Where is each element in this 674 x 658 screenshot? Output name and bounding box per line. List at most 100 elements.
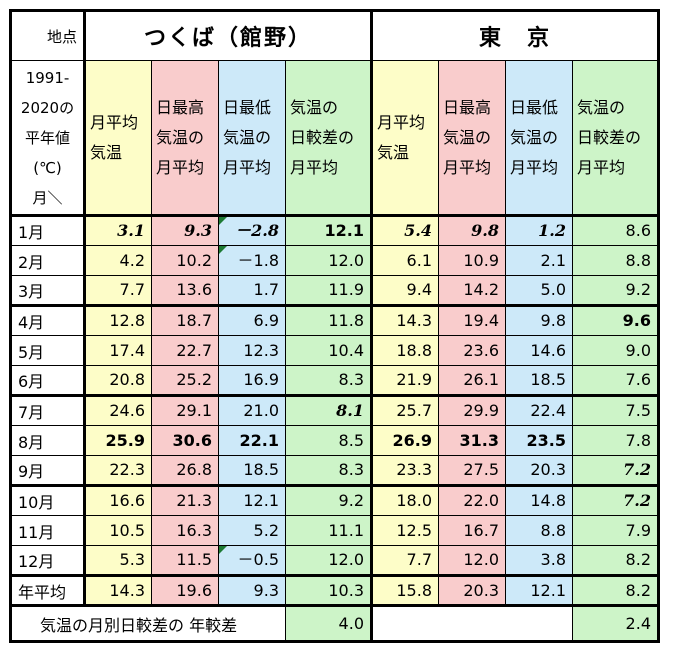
corner-line: 2020の xyxy=(20,98,75,117)
cell-tsukuba-min: 12.1 xyxy=(218,484,286,516)
month-row: 1月 3.1 9.3 －2.8 12.1 5.4 9.8 1.2 8.6 xyxy=(9,214,660,246)
col-header-line: 月平均 xyxy=(443,157,492,177)
cell-tsukuba-mean: 25.9 xyxy=(83,425,152,456)
month-row: 7月 24.6 29.1 21.0 8.1 25.7 29.9 22.4 7.5 xyxy=(9,394,660,426)
cell-tsukuba-range: 10.4 xyxy=(285,335,372,366)
col-header-line: 気温 xyxy=(90,142,123,162)
cell-tokyo-range: 8.2 xyxy=(572,574,660,606)
cell-tokyo-range: 7.6 xyxy=(572,365,660,396)
cell-tsukuba-max: 18.7 xyxy=(151,304,219,336)
col-header-max: 日最高 気温の 月平均 xyxy=(151,60,219,216)
col-header-line: 気温の xyxy=(510,127,559,147)
col-header-mean: 月平均 気温 xyxy=(370,60,439,216)
cell-tsukuba-max: 30.6 xyxy=(151,425,219,456)
footer-row: 気温の月別日較差の 年較差 4.0 2.4 xyxy=(9,604,660,643)
cell-tokyo-mean: 21.9 xyxy=(370,365,439,396)
month-label: 2月 xyxy=(9,245,85,276)
cell-tokyo-range: 9.2 xyxy=(572,275,660,306)
col-header-line: 月平均 xyxy=(577,157,626,177)
month-label: 5月 xyxy=(9,335,85,366)
month-label: 1月 xyxy=(9,214,85,246)
cell-tsukuba-mean: 4.2 xyxy=(83,245,152,276)
col-header-line: 日較差の xyxy=(577,127,642,147)
cell-tokyo-max: 31.3 xyxy=(438,425,506,456)
corner-line: 月＼ xyxy=(32,188,63,207)
cell-tsukuba-range: 11.1 xyxy=(285,515,372,546)
cell-tsukuba-max: 13.6 xyxy=(151,275,219,306)
cell-tokyo-range: 7.2 xyxy=(572,484,660,516)
cell-tsukuba-range: 8.1 xyxy=(285,394,372,426)
cell-tokyo-range: 9.0 xyxy=(572,335,660,366)
col-header-line: 気温の xyxy=(443,127,492,147)
cell-tsukuba-range: 9.2 xyxy=(285,484,372,516)
cell-tokyo-min: 23.5 xyxy=(505,425,573,456)
cell-tokyo-max: 14.2 xyxy=(438,275,506,306)
location-label: 地点 xyxy=(9,9,85,61)
month-row: 6月 20.8 25.2 16.9 8.3 21.9 26.1 18.5 7.6 xyxy=(9,365,660,396)
month-row: 9月 22.3 26.8 18.5 8.3 23.3 27.5 20.3 7.2 xyxy=(9,455,660,486)
cell-tsukuba-min: 5.2 xyxy=(218,515,286,546)
col-header-line: 気温 xyxy=(377,142,410,162)
cell-tokyo-min: 3.8 xyxy=(505,545,573,576)
col-header-line: 月平均 xyxy=(90,112,139,132)
col-header-line: 月平均 xyxy=(223,157,272,177)
cell-tsukuba-max: 9.3 xyxy=(151,214,219,246)
cell-tsukuba-mean: 24.6 xyxy=(83,394,152,426)
cell-tsukuba-min: 9.3 xyxy=(218,574,286,606)
cell-tsukuba-max: 26.8 xyxy=(151,455,219,486)
cell-tsukuba-min: 6.9 xyxy=(218,304,286,336)
cell-tsukuba-range: 12.0 xyxy=(285,545,372,576)
cell-tokyo-min: 18.5 xyxy=(505,365,573,396)
month-label: 9月 xyxy=(9,455,85,486)
cell-tsukuba-mean: 16.6 xyxy=(83,484,152,516)
cell-tsukuba-max: 11.5 xyxy=(151,545,219,576)
corner-line: 平年値 xyxy=(24,128,70,147)
cell-tokyo-max: 20.3 xyxy=(438,574,506,606)
month-row: 5月 17.4 22.7 12.3 10.4 18.8 23.6 14.6 9.0 xyxy=(9,335,660,366)
cell-tokyo-min: 5.0 xyxy=(505,275,573,306)
cell-tsukuba-range: 11.8 xyxy=(285,304,372,336)
cell-tsukuba-mean: 10.5 xyxy=(83,515,152,546)
col-header-line: 日較差の xyxy=(290,127,355,147)
corner-line: 1991- xyxy=(25,68,70,87)
cell-tokyo-max: 9.8 xyxy=(438,214,506,246)
month-row: 8月 25.9 30.6 22.1 8.5 26.9 31.3 23.5 7.8 xyxy=(9,425,660,456)
cell-tokyo-mean: 12.5 xyxy=(370,515,439,546)
cell-tokyo-max: 23.6 xyxy=(438,335,506,366)
cell-tsukuba-mean: 14.3 xyxy=(83,574,152,606)
station-name-tsukuba: つくば（館野） xyxy=(83,9,372,61)
cell-tsukuba-max: 22.7 xyxy=(151,335,219,366)
cell-tsukuba-min: －1.8 xyxy=(218,245,286,276)
month-label: 4月 xyxy=(9,304,85,336)
station-name-tokyo: 東 京 xyxy=(370,9,660,61)
col-header-line: 日最高 xyxy=(443,97,492,117)
cell-tsukuba-max: 25.2 xyxy=(151,365,219,396)
cell-tokyo-min: 1.2 xyxy=(505,214,573,246)
month-label: 8月 xyxy=(9,425,85,456)
month-row: 3月 7.7 13.6 1.7 11.9 9.4 14.2 5.0 9.2 xyxy=(9,275,660,306)
col-header-line: 日最低 xyxy=(510,97,559,117)
cell-tokyo-mean: 14.3 xyxy=(370,304,439,336)
cell-tokyo-max: 27.5 xyxy=(438,455,506,486)
cell-tokyo-mean: 7.7 xyxy=(370,545,439,576)
month-row: 12月 5.3 11.5 －0.5 12.0 7.7 12.0 3.8 8.2 xyxy=(9,545,660,576)
cell-tsukuba-range: 11.9 xyxy=(285,275,372,306)
cell-tsukuba-range: 10.3 xyxy=(285,574,372,606)
col-header-line: 月平均 xyxy=(377,112,426,132)
cell-tokyo-min: 22.4 xyxy=(505,394,573,426)
col-header-line: 気温の xyxy=(223,127,272,147)
month-label: 11月 xyxy=(9,515,85,546)
month-row: 10月 16.6 21.3 12.1 9.2 18.0 22.0 14.8 7.2 xyxy=(9,484,660,516)
cell-tokyo-mean: 23.3 xyxy=(370,455,439,486)
cell-tsukuba-min: 12.3 xyxy=(218,335,286,366)
temperature-table: 地点 つくば（館野） 東 京 1991- 2020の 平年値 (℃) 月＼ 月平… xyxy=(9,9,660,643)
cell-tsukuba-range: 12.0 xyxy=(285,245,372,276)
cell-tokyo-mean: 26.9 xyxy=(370,425,439,456)
col-header-range: 気温の 日較差の 月平均 xyxy=(572,60,660,216)
month-label: 6月 xyxy=(9,365,85,396)
col-header-line: 気温の xyxy=(156,127,205,147)
month-label: 7月 xyxy=(9,394,85,426)
cell-tsukuba-min: 18.5 xyxy=(218,455,286,486)
cell-tokyo-mean: 9.4 xyxy=(370,275,439,306)
cell-tokyo-max: 19.4 xyxy=(438,304,506,336)
